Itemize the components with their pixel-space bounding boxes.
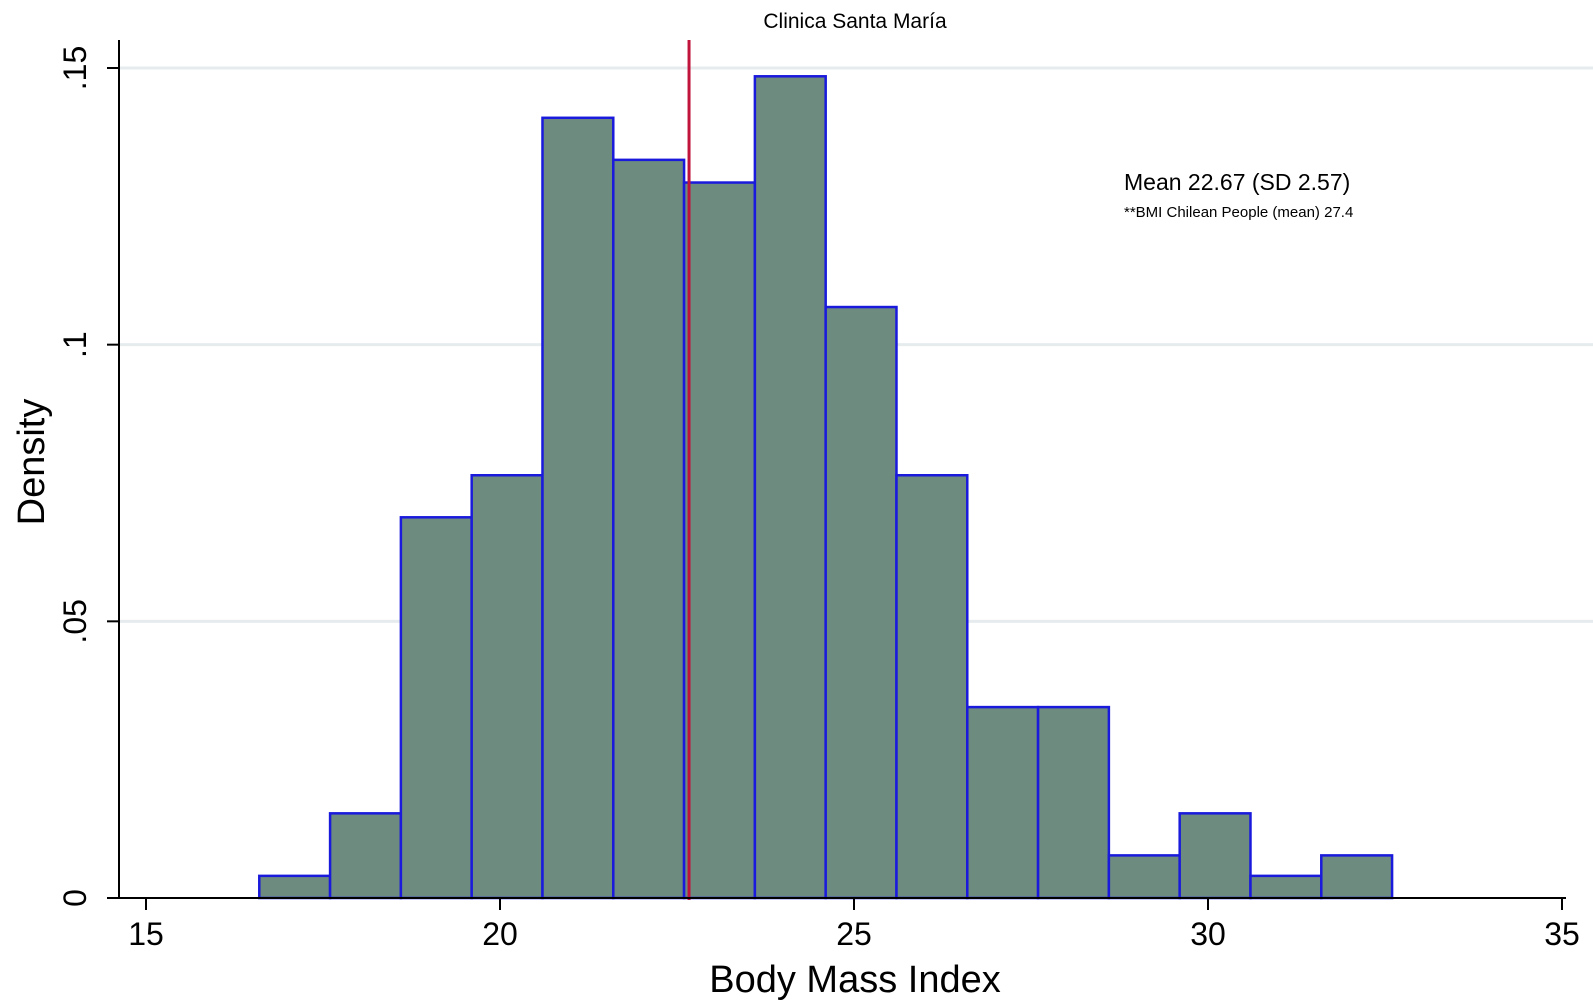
y-tick-label: 0 bbox=[57, 889, 93, 907]
histogram-bar bbox=[1178, 812, 1252, 900]
histogram-bar bbox=[824, 305, 898, 900]
y-axis-label: Density bbox=[11, 399, 53, 526]
histogram-bar bbox=[1107, 854, 1181, 900]
histogram-bar bbox=[1036, 705, 1111, 900]
x-tick-label: 15 bbox=[128, 916, 164, 952]
histogram-bar bbox=[541, 116, 615, 900]
histogram-bar bbox=[682, 181, 757, 900]
histogram-bar bbox=[753, 75, 827, 900]
x-tick-label: 35 bbox=[1544, 916, 1580, 952]
x-axis-ticks: 15 20 25 30 35 bbox=[128, 898, 1580, 952]
histogram-bar bbox=[1249, 874, 1323, 900]
chart-title: Clinica Santa María bbox=[763, 10, 947, 33]
y-axis-ticks: 0 .05 .1 .15 bbox=[57, 46, 119, 907]
histogram-bar bbox=[258, 874, 332, 900]
x-tick-label: 30 bbox=[1190, 916, 1226, 952]
histogram-bar bbox=[895, 474, 969, 900]
x-tick-label: 20 bbox=[482, 916, 518, 952]
y-tick-label: .15 bbox=[57, 46, 93, 90]
y-tick-label: .05 bbox=[57, 599, 93, 643]
y-tick-label: .1 bbox=[57, 331, 93, 358]
histogram-bar bbox=[470, 474, 544, 900]
population-mean-annotation: **BMI Chilean People (mean) 27.4 bbox=[1124, 204, 1353, 221]
histogram-bar bbox=[399, 516, 473, 900]
histogram-bars bbox=[258, 75, 1394, 900]
mean-annotation: Mean 22.67 (SD 2.57) bbox=[1124, 169, 1350, 195]
x-tick-label: 25 bbox=[836, 916, 872, 952]
axes bbox=[118, 40, 1566, 899]
histogram-bar bbox=[612, 158, 686, 900]
histogram-bar bbox=[328, 812, 403, 900]
x-axis-label: Body Mass Index bbox=[709, 959, 1000, 1001]
histogram-bar bbox=[966, 705, 1040, 900]
histogram-bar bbox=[1320, 854, 1394, 900]
